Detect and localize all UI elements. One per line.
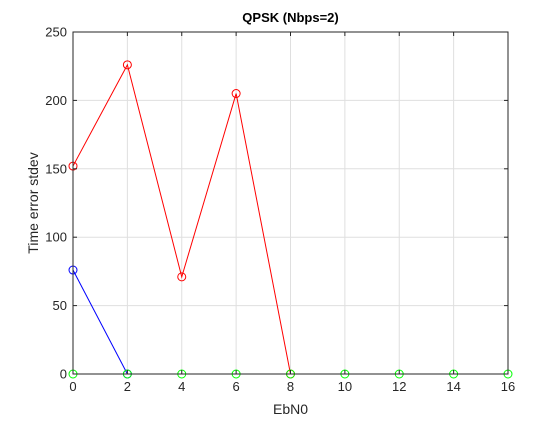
y-tick-label: 0 bbox=[60, 367, 67, 382]
x-tick-label: 16 bbox=[501, 379, 515, 394]
ticks: 0 2 4 6 8 10 12 14 16 0 50 100 150 200 250 bbox=[45, 25, 515, 395]
data-point-marker bbox=[177, 272, 187, 282]
series-line bbox=[72, 269, 128, 375]
x-tick-label: 6 bbox=[233, 379, 240, 394]
y-tick-label: 250 bbox=[45, 25, 67, 40]
x-tick-label: 4 bbox=[178, 379, 185, 394]
y-tick-label: 100 bbox=[45, 230, 67, 245]
chart-title: QPSK (Nbps=2) bbox=[242, 10, 338, 25]
x-axis-label: EbN0 bbox=[273, 401, 308, 417]
x-tick-label: 0 bbox=[69, 379, 76, 394]
x-tick-label: 10 bbox=[338, 379, 352, 394]
x-tick-label: 2 bbox=[124, 379, 131, 394]
y-axis-label: Time error stdev bbox=[25, 152, 41, 253]
y-tick-label: 150 bbox=[45, 161, 67, 176]
y-tick-label: 200 bbox=[45, 93, 67, 108]
x-tick-label: 8 bbox=[287, 379, 294, 394]
y-tick-label: 50 bbox=[53, 298, 67, 313]
data-point-marker bbox=[231, 89, 241, 99]
series-line bbox=[72, 63, 291, 375]
data-point-marker bbox=[122, 60, 132, 70]
x-tick-label: 12 bbox=[392, 379, 406, 394]
x-tick-label: 14 bbox=[446, 379, 460, 394]
